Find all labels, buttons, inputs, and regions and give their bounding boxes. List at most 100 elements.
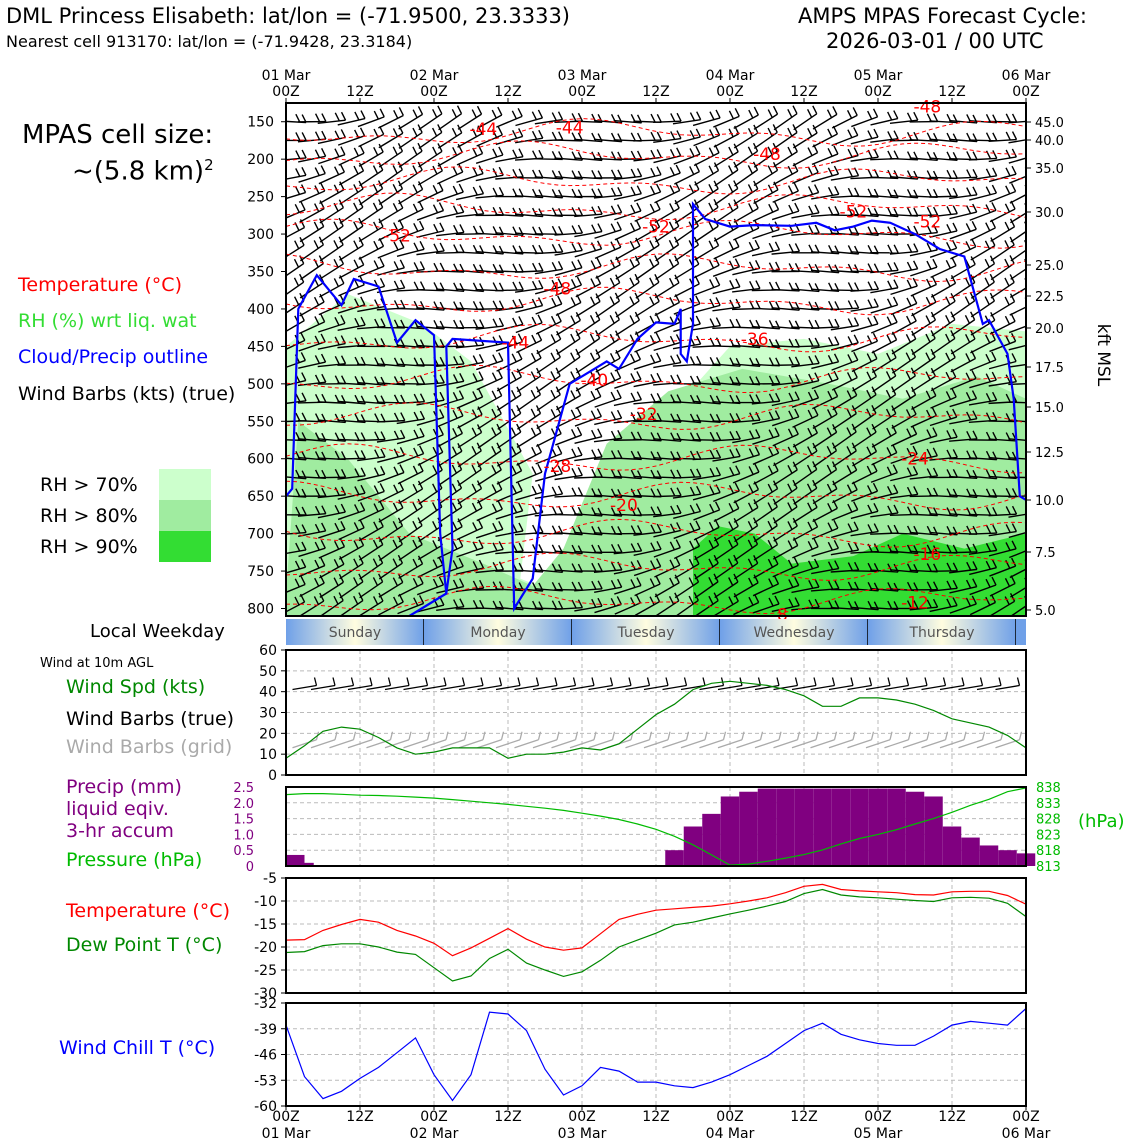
wind-barb <box>515 483 544 501</box>
true-barb <box>791 684 817 691</box>
wind-barb <box>714 517 739 542</box>
wind-barb <box>593 544 623 554</box>
wind-barb <box>574 428 603 445</box>
rh90-swatch <box>159 531 211 562</box>
grid-barb <box>810 739 835 749</box>
wind-barb <box>298 313 326 335</box>
wind-barb <box>674 555 700 579</box>
wind-barb <box>692 467 722 481</box>
wind-barb <box>851 350 878 373</box>
wind-barb <box>653 539 681 558</box>
wind-barb <box>792 124 818 149</box>
wind-barb <box>574 257 602 278</box>
wind-barb <box>613 411 643 424</box>
wind-barb <box>773 479 798 505</box>
wind-barb <box>397 575 424 597</box>
true-barb-feather <box>535 677 540 686</box>
wind-barb <box>752 444 780 465</box>
pressure-tick-label: 813 <box>1036 860 1061 875</box>
wind-barb <box>497 442 522 467</box>
legend-temperature: Temperature (°C) <box>18 274 182 296</box>
wind-barb <box>299 592 325 616</box>
wind-barb <box>614 594 642 615</box>
wind-barb <box>475 187 505 199</box>
bottom-time-label: 00Z <box>864 1109 891 1125</box>
wind-barb <box>911 348 936 374</box>
wind-barb <box>811 165 840 183</box>
cell-size-line2: ~(5.8 km)2 <box>72 156 214 187</box>
true-barb <box>902 684 928 691</box>
wind-barb <box>1009 277 1026 298</box>
wind-barb <box>714 161 739 187</box>
wind-barb <box>791 184 820 202</box>
precip-bar <box>683 826 703 866</box>
legend-windchill: Wind Chill T (°C) <box>59 1037 216 1059</box>
day-label: Thursday <box>908 625 974 641</box>
wind-barb <box>733 574 759 598</box>
wind-barb <box>318 163 346 185</box>
wind-barb <box>378 554 404 580</box>
wind-barb <box>1008 375 1026 386</box>
grid-barb <box>680 739 706 749</box>
wind-barb <box>286 273 305 296</box>
wind-barb <box>752 427 780 445</box>
wind-barb <box>812 405 838 429</box>
true-barb <box>958 684 983 691</box>
wind-frame <box>285 649 1027 776</box>
wind-barb <box>753 181 779 205</box>
wind-barb <box>534 278 563 295</box>
true-barb <box>754 684 780 691</box>
wind-barb <box>378 161 403 187</box>
wind-barb <box>1009 166 1026 184</box>
wind-barb <box>734 536 759 561</box>
wind-barb <box>831 127 859 147</box>
true-barb <box>514 684 539 691</box>
true-barb-feather <box>979 677 984 686</box>
wind-barb <box>792 518 819 541</box>
pressure-tick-label: 300 <box>247 227 274 243</box>
wind-barb <box>929 579 958 592</box>
grid-barb-feather <box>408 731 412 740</box>
isotherm <box>286 140 1026 169</box>
wind-barb <box>694 573 719 599</box>
wind-barb <box>319 236 344 262</box>
y-tick-label: 40 <box>259 685 277 701</box>
pressure-tick-label: 800 <box>247 602 274 618</box>
true-barb-feather <box>480 677 484 686</box>
true-barb-feather <box>350 677 355 686</box>
wind-barb <box>534 243 564 255</box>
wind-barb <box>358 500 385 522</box>
wind-barb <box>851 462 878 485</box>
wind-barb <box>319 217 344 243</box>
wind-barb <box>852 368 878 392</box>
wind-barb <box>851 482 879 502</box>
wind-barb <box>931 311 956 337</box>
wind-barb <box>593 169 623 179</box>
bottom-date-label: 06 Mar <box>1002 1126 1051 1140</box>
wind-barb <box>357 483 385 502</box>
wind-barb <box>653 130 682 144</box>
wind-barb <box>477 423 502 449</box>
wind-barb <box>319 573 345 598</box>
kft-tick-label: 15.0 <box>1035 401 1064 416</box>
wind-barb <box>286 166 307 180</box>
precip-bar <box>295 862 314 866</box>
true-barb-feather <box>609 677 614 686</box>
wind-barb <box>575 388 602 410</box>
wind-barb <box>931 330 956 355</box>
y-tick-label: 20 <box>259 726 277 742</box>
wind-barb <box>712 258 741 277</box>
temp-contour-label: -52 <box>642 218 670 238</box>
grid-barb-feather <box>352 731 357 740</box>
wind-barb <box>813 461 838 486</box>
grid-barb <box>773 739 798 749</box>
wind-barb <box>970 255 996 280</box>
grid-barb <box>495 739 521 749</box>
wind-barb <box>850 503 879 520</box>
true-barb-feather <box>905 677 910 686</box>
wind-barb <box>297 113 327 123</box>
wind-barb <box>909 467 939 480</box>
wind-barb <box>1008 487 1026 498</box>
wind-barb <box>771 597 800 613</box>
wind-barb <box>694 162 720 186</box>
